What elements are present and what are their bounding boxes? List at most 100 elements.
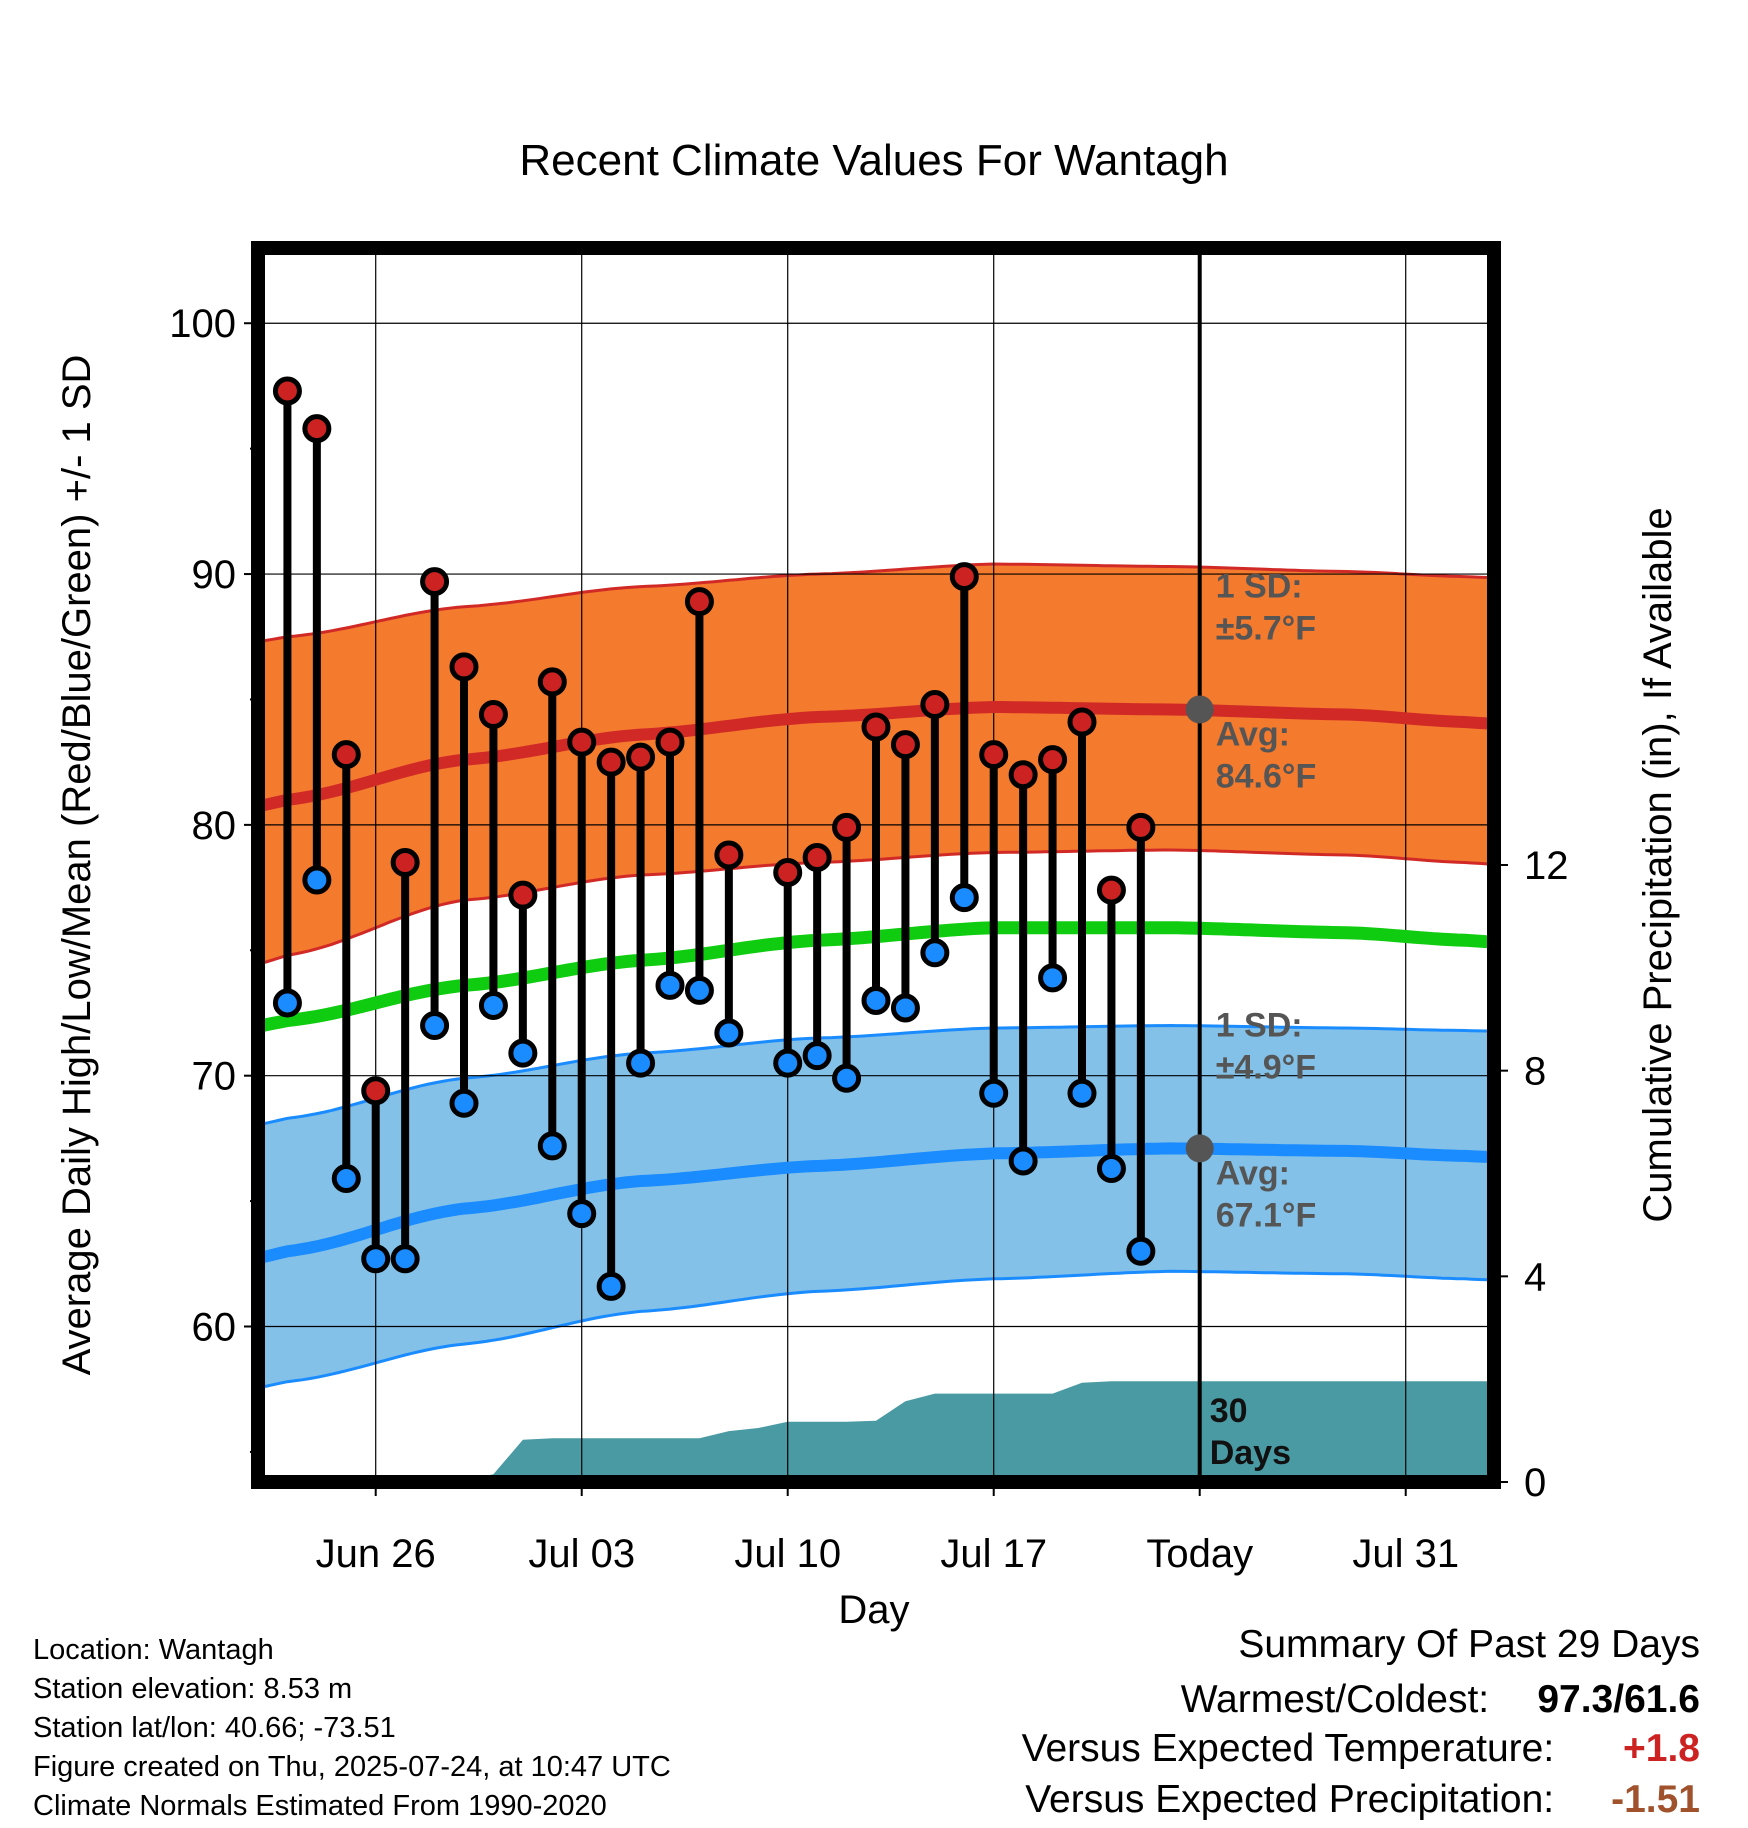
low-sd-band xyxy=(258,1025,1494,1388)
high-temp-point xyxy=(390,847,420,877)
y-axis-label: Average Daily High/Low/Mean (Red/Blue/Gr… xyxy=(55,355,99,1376)
high-avg-label: Avg: xyxy=(1216,715,1290,753)
x-tick-label: Jul 17 xyxy=(940,1532,1047,1576)
y2-tick-label: 12 xyxy=(1524,844,1569,888)
y2-tick-label: 0 xyxy=(1524,1461,1546,1505)
summary-title: Summary Of Past 29 Days xyxy=(1238,1623,1700,1666)
low-temp-point xyxy=(596,1271,626,1301)
high-temp-point xyxy=(537,667,567,697)
low-temp-point xyxy=(567,1199,597,1229)
low-temp-point xyxy=(331,1164,361,1194)
low-temp-point xyxy=(1126,1236,1156,1266)
x-tick-label: Jul 03 xyxy=(528,1532,635,1576)
high-temp-point xyxy=(567,727,597,757)
low-temp-point xyxy=(1038,963,1068,993)
low-temp-point xyxy=(361,1244,391,1274)
low-temp-point xyxy=(420,1011,450,1041)
low-temp-point xyxy=(861,985,891,1015)
high-temp-point xyxy=(890,730,920,760)
x-tick-label: Jul 31 xyxy=(1352,1532,1459,1576)
station-info: Location: Wantagh Station elevation: 8.5… xyxy=(33,1631,671,1826)
high-temp-point xyxy=(684,587,714,617)
low-temp-point xyxy=(508,1038,538,1068)
high-temp-point xyxy=(773,858,803,888)
x-tick-label: Jul 10 xyxy=(734,1532,841,1576)
low-temp-point xyxy=(1096,1153,1126,1183)
summary-warm-cold: Warmest/Coldest: 97.3/61.6 xyxy=(1181,1678,1700,1722)
y-tick-label: 80 xyxy=(192,804,237,848)
high-sd-value: ±5.7°F xyxy=(1216,609,1316,647)
low-lower-edge xyxy=(258,1269,1494,1390)
low-temp-point xyxy=(773,1048,803,1078)
high-temp-point xyxy=(979,740,1009,770)
low-temp-point xyxy=(714,1018,744,1048)
low-avg-label: Avg: xyxy=(1216,1154,1290,1192)
low-sd-value: ±4.9°F xyxy=(1216,1048,1316,1086)
low-temp-point xyxy=(920,938,950,968)
high-temp-point xyxy=(949,562,979,592)
precip-period-label: Days xyxy=(1210,1434,1291,1472)
low-temp-point xyxy=(979,1078,1009,1108)
high-sd-label: 1 SD: xyxy=(1216,567,1303,605)
x-axis-label: Day xyxy=(838,1588,909,1632)
high-temp-point xyxy=(302,414,332,444)
high-temp-point xyxy=(1126,812,1156,842)
high-temp-point xyxy=(272,376,302,406)
precip-anomaly-value: -1.51 xyxy=(1611,1778,1700,1821)
low-temp-point xyxy=(449,1088,479,1118)
high-temp-point xyxy=(832,812,862,842)
created-text: Figure created on Thu, 2025-07-24, at 10… xyxy=(33,1751,671,1783)
y-tick-label: 90 xyxy=(192,553,237,597)
plot-frame xyxy=(251,241,1501,1489)
summary-precipitation: Versus Expected Precipitation: -1.51 xyxy=(1025,1778,1700,1822)
y2-tick-label: 4 xyxy=(1524,1255,1546,1299)
high-temp-point xyxy=(861,712,891,742)
low-sd-label: 1 SD: xyxy=(1216,1006,1303,1044)
low-avg-value: 67.1°F xyxy=(1216,1196,1317,1234)
low-average-line xyxy=(258,1142,1494,1265)
high-temp-point xyxy=(478,700,508,730)
x-tick-label: Jun 26 xyxy=(316,1532,436,1576)
low-temp-point xyxy=(802,1041,832,1071)
high-temp-point xyxy=(714,840,744,870)
today-low-avg-marker xyxy=(1185,1134,1214,1163)
summary-temperature: Versus Expected Temperature: +1.8 xyxy=(1022,1727,1700,1771)
today-high-avg-marker xyxy=(1185,695,1214,724)
high-temp-point xyxy=(596,747,626,777)
warm-cold-label: Warmest/Coldest: xyxy=(1180,1678,1490,1721)
high-avg-value: 84.6°F xyxy=(1216,757,1317,795)
high-temp-point xyxy=(449,652,479,682)
high-temp-point xyxy=(1008,760,1038,790)
warm-cold-value: 97.3/61.6 xyxy=(1537,1678,1700,1721)
chart-title: Recent Climate Values For Wantagh xyxy=(519,136,1228,185)
high-temp-point xyxy=(361,1076,391,1106)
high-upper-edge xyxy=(258,562,1494,644)
y-tick-label: 70 xyxy=(192,1055,237,1099)
y-tick-label: 100 xyxy=(169,302,236,346)
low-temp-point xyxy=(272,988,302,1018)
precip-period-label: 30 xyxy=(1210,1392,1248,1430)
location-text: Location: Wantagh xyxy=(33,1634,274,1666)
low-temp-point xyxy=(390,1244,420,1274)
low-temp-point xyxy=(832,1063,862,1093)
mark-layer: 1 SD: ±5.7°F Avg: 84.6°F 1 SD: ±4.9°F Avg: 67.1… xyxy=(272,248,1317,1482)
high-temp-point xyxy=(920,689,950,719)
low-temp-point xyxy=(655,970,685,1000)
high-temp-point xyxy=(1067,707,1097,737)
temp-anomaly-label: Versus Expected Temperature: xyxy=(1021,1727,1555,1770)
high-temp-point xyxy=(420,567,450,597)
elevation-text: Station elevation: 8.53 m xyxy=(33,1673,353,1705)
high-temp-point xyxy=(508,880,538,910)
low-temp-point xyxy=(890,993,920,1023)
low-temp-point xyxy=(949,883,979,913)
low-temp-point xyxy=(626,1048,656,1078)
latlon-text: Station lat/lon: 40.66; -73.51 xyxy=(33,1712,396,1744)
high-temp-point xyxy=(331,740,361,770)
y2-axis-label: Cumulative Precipitation (in), If Availa… xyxy=(1636,507,1680,1222)
precip-anomaly-label: Versus Expected Precipitation: xyxy=(1025,1778,1555,1821)
x-tick-label: Today xyxy=(1146,1532,1253,1576)
low-temp-point xyxy=(478,990,508,1020)
low-temp-point xyxy=(302,865,332,895)
high-temp-point xyxy=(1038,745,1068,775)
